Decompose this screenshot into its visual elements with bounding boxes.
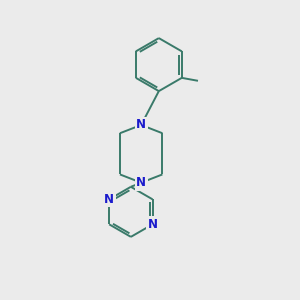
Text: N: N <box>136 176 146 189</box>
Text: N: N <box>148 218 158 231</box>
Text: N: N <box>104 193 114 206</box>
Text: N: N <box>136 118 146 131</box>
